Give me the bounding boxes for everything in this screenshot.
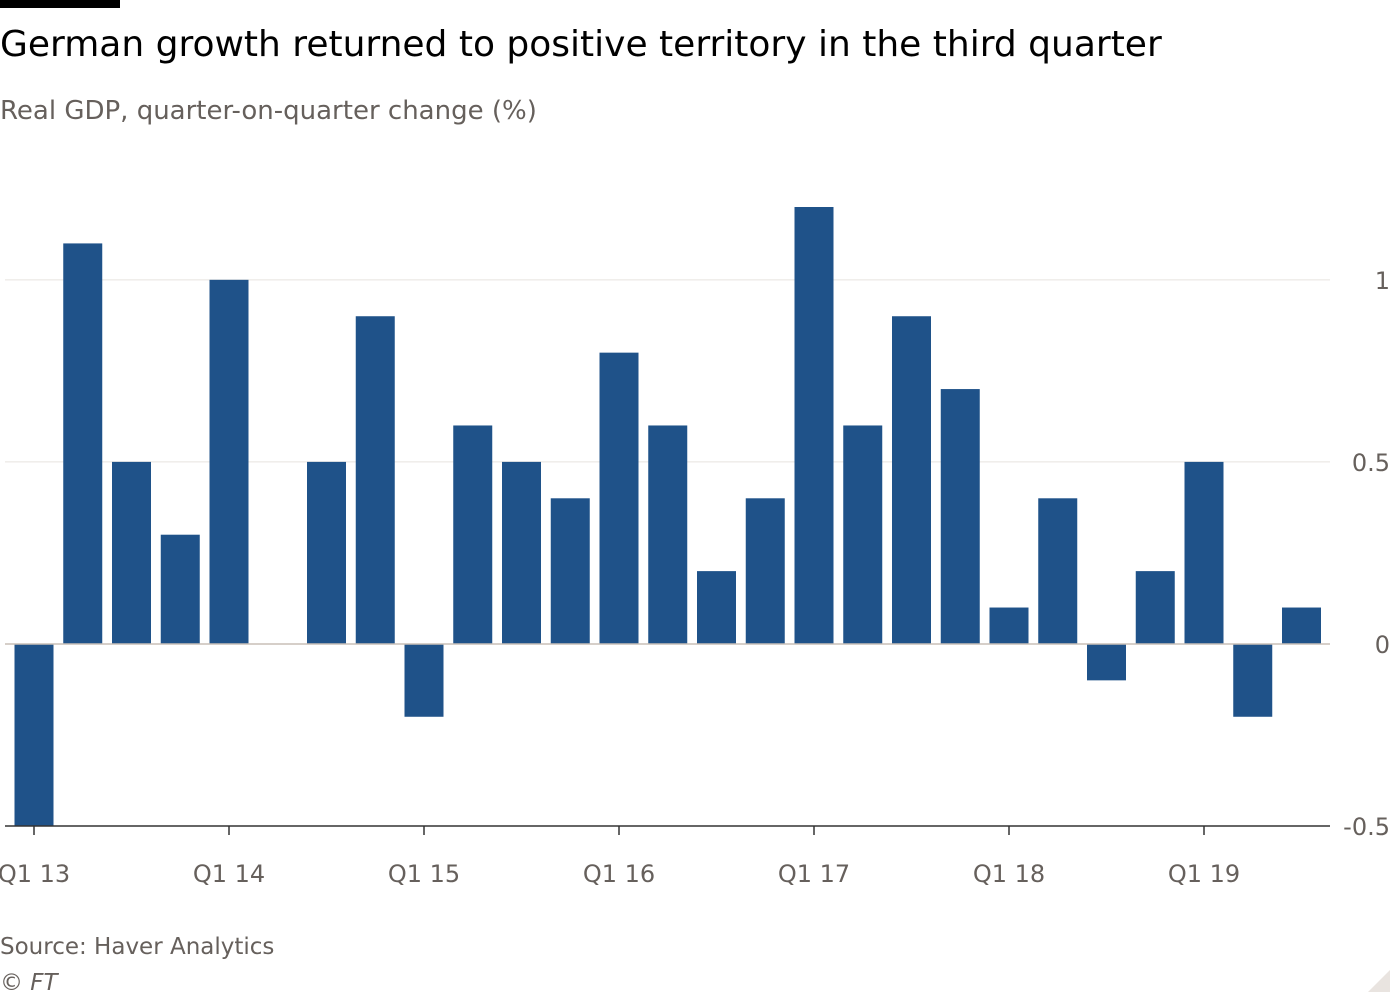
y-axis-labels: -0.5 0 0.5 1 xyxy=(1343,267,1390,841)
bar xyxy=(843,425,883,644)
bar xyxy=(160,534,200,644)
bar xyxy=(550,498,590,644)
bar xyxy=(404,643,444,717)
bar xyxy=(112,461,151,644)
source-note: Source: Haver Analytics xyxy=(0,934,275,960)
y-tick-label: 0 xyxy=(1375,631,1390,659)
bar xyxy=(989,607,1029,644)
x-tick-label: Q1 14 xyxy=(193,860,265,888)
bar xyxy=(697,571,736,644)
x-tick-label: Q1 17 xyxy=(778,860,850,888)
bar xyxy=(794,207,834,644)
corner-fold-icon xyxy=(1368,970,1390,992)
bar xyxy=(892,316,931,644)
x-tick-label: Q1 16 xyxy=(583,860,655,888)
x-axis: Q1 13 Q1 14 Q1 15 Q1 16 Q1 17 Q1 18 Q1 19 xyxy=(0,825,1330,888)
bar xyxy=(745,498,785,644)
bar xyxy=(1087,643,1126,681)
x-tick-label: Q1 13 xyxy=(0,860,70,888)
bar xyxy=(648,425,688,644)
copyright-note: © FT xyxy=(0,970,58,996)
bar xyxy=(1135,571,1175,644)
bar xyxy=(63,243,103,644)
bar xyxy=(453,425,493,644)
ft-top-rule xyxy=(0,0,120,8)
bar xyxy=(307,461,346,644)
bar xyxy=(502,461,541,644)
bar xyxy=(1038,498,1078,644)
chart-subtitle: Real GDP, quarter-on-quarter change (%) xyxy=(0,96,537,126)
bar xyxy=(355,316,395,644)
bar xyxy=(209,279,249,644)
bar xyxy=(1233,643,1273,717)
bar xyxy=(1184,461,1224,644)
x-tick-label: Q1 18 xyxy=(973,860,1045,888)
x-tick-label: Q1 15 xyxy=(388,860,460,888)
y-tick-label: 1 xyxy=(1375,267,1390,295)
bar xyxy=(940,389,980,644)
chart-title: German growth returned to positive terri… xyxy=(0,24,1162,65)
bar xyxy=(14,643,54,826)
bars xyxy=(14,207,1321,826)
y-tick-label: 0.5 xyxy=(1352,449,1390,477)
y-tick-label: -0.5 xyxy=(1343,813,1390,841)
bar xyxy=(1282,607,1321,644)
bar xyxy=(599,352,639,644)
x-tick-label: Q1 19 xyxy=(1168,860,1240,888)
